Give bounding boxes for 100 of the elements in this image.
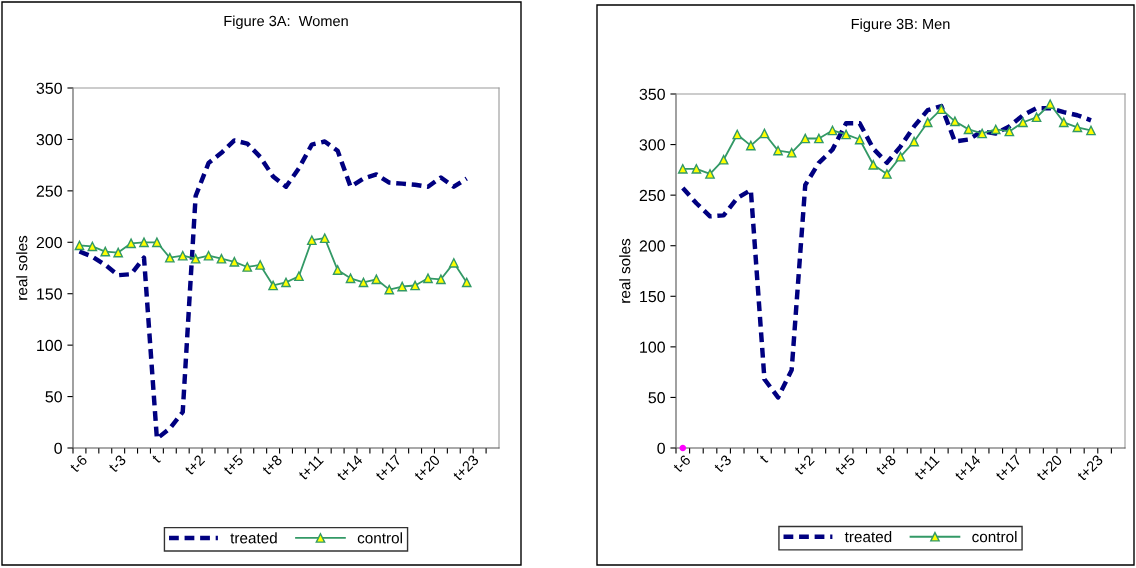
point (705, 169, 715, 179)
point (679, 444, 687, 452)
point (1045, 99, 1056, 109)
y-tick-label: 50 (648, 392, 665, 404)
point (100, 246, 111, 257)
point (113, 247, 124, 258)
point (319, 233, 330, 244)
point (423, 273, 433, 284)
x-tick-label: t+11 (297, 454, 324, 481)
point (745, 140, 756, 151)
point (963, 124, 974, 135)
y-tick-label: 250 (36, 185, 62, 197)
y-tick-label: 300 (639, 139, 665, 151)
x-tick-label: t+5 (834, 454, 856, 476)
point (895, 151, 906, 162)
point (294, 271, 304, 282)
y-tick-label: 200 (36, 236, 62, 249)
point (977, 128, 987, 139)
point (126, 238, 136, 249)
point (229, 256, 240, 267)
x-tick-label: t-3 (713, 454, 732, 474)
y-tick-label: 100 (640, 341, 665, 353)
legend-label: control (357, 532, 402, 544)
point (139, 237, 149, 248)
y-tick-label: 250 (639, 189, 665, 202)
point (1018, 117, 1028, 128)
x-tick-label: t (759, 454, 769, 464)
y-tick-label: 100 (37, 339, 62, 352)
point (691, 163, 702, 174)
y-tick-label: 0 (54, 442, 62, 454)
point (1058, 117, 1069, 128)
point (882, 169, 892, 179)
point (461, 277, 472, 288)
point (177, 250, 188, 261)
point (358, 277, 369, 288)
y-tick-label: 150 (37, 288, 62, 300)
x-tick-label: t+2 (793, 454, 815, 476)
point (841, 129, 851, 140)
x-tick-label: t+8 (875, 454, 897, 476)
point (164, 252, 175, 263)
point (922, 117, 933, 128)
point (759, 128, 770, 139)
x-tick-label: t-6 (69, 454, 88, 474)
y-axis-title: real soles (619, 238, 631, 303)
point (1072, 122, 1083, 133)
point (936, 104, 947, 115)
point (216, 253, 227, 264)
point (448, 257, 459, 268)
point (1086, 125, 1096, 136)
point (203, 250, 214, 261)
y-tick-label: 0 (657, 442, 665, 454)
point (786, 147, 797, 158)
y-tick-label: 50 (45, 391, 62, 403)
x-tick-label: t-6 (672, 454, 692, 474)
point (74, 240, 85, 251)
point (410, 280, 420, 291)
point (345, 273, 356, 284)
point (909, 136, 919, 147)
point (436, 274, 446, 285)
chart-title: Figure 3A: Women (224, 15, 348, 30)
point (677, 163, 688, 174)
point (990, 124, 1001, 135)
point (255, 260, 266, 270)
point (190, 253, 201, 264)
x-tick-label: t-3 (107, 454, 127, 474)
point (371, 274, 382, 285)
y-axis-title: real soles (16, 235, 28, 300)
point (773, 145, 783, 156)
point (800, 133, 811, 144)
point (814, 133, 824, 144)
legend-label: control (972, 531, 1017, 543)
point (854, 134, 865, 145)
y-tick-label: 300 (36, 134, 62, 146)
legend-label: treated (230, 532, 277, 544)
point (306, 235, 317, 246)
point (1031, 112, 1042, 123)
chart-title: Figure 3B: Men (851, 18, 950, 33)
legend-label: treated (844, 531, 892, 543)
point (152, 237, 162, 248)
y-tick-label: 350 (639, 88, 665, 100)
point (868, 159, 879, 170)
point (827, 125, 838, 136)
point (242, 262, 253, 272)
x-tick-label: t (151, 454, 162, 464)
point (332, 265, 343, 275)
y-tick-label: 350 (36, 82, 62, 94)
point (950, 116, 960, 127)
point (397, 281, 408, 292)
x-tick-label: t+2 (183, 454, 206, 476)
x-tick-label: t+5 (222, 454, 245, 476)
point (718, 154, 729, 165)
point (384, 284, 395, 295)
x-tick-label: t+11 (913, 454, 940, 481)
y-tick-label: 200 (639, 240, 665, 252)
point (732, 129, 743, 140)
x-tick-label: t+8 (261, 454, 283, 476)
point (281, 277, 291, 288)
y-tick-label: 150 (640, 290, 665, 303)
point (1004, 126, 1015, 137)
point (87, 241, 98, 252)
